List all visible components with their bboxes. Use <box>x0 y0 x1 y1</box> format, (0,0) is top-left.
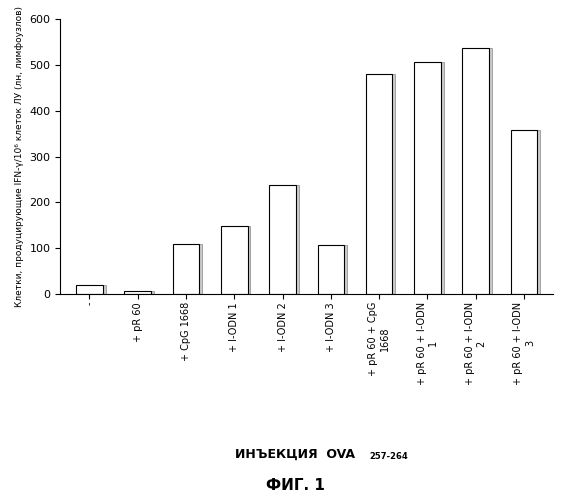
Bar <box>369 74 395 294</box>
Bar <box>320 245 347 294</box>
Text: 257-264: 257-264 <box>370 452 408 461</box>
Bar <box>465 48 492 294</box>
Bar <box>127 290 154 294</box>
Bar <box>272 185 299 294</box>
Bar <box>224 226 250 294</box>
Bar <box>269 185 296 294</box>
Text: ФИГ. 1: ФИГ. 1 <box>266 478 325 493</box>
Bar <box>173 244 199 294</box>
Bar <box>513 130 540 294</box>
Bar <box>176 244 202 294</box>
Bar <box>462 48 489 294</box>
Y-axis label: Клетки, продуцирующие IFN-γ/10⁶ клеток ЛУ (лн, лимфоузлов): Клетки, продуцирующие IFN-γ/10⁶ клеток Л… <box>15 6 24 307</box>
Bar <box>414 62 441 294</box>
Bar <box>366 74 392 294</box>
Bar <box>124 290 151 294</box>
Bar <box>511 130 537 294</box>
Bar <box>221 226 248 294</box>
Text: ИНЪЕКЦИЯ  OVA: ИНЪЕКЦИЯ OVA <box>235 448 356 460</box>
Bar <box>318 245 344 294</box>
Bar <box>79 285 106 294</box>
Bar <box>76 285 103 294</box>
Bar <box>417 62 444 294</box>
